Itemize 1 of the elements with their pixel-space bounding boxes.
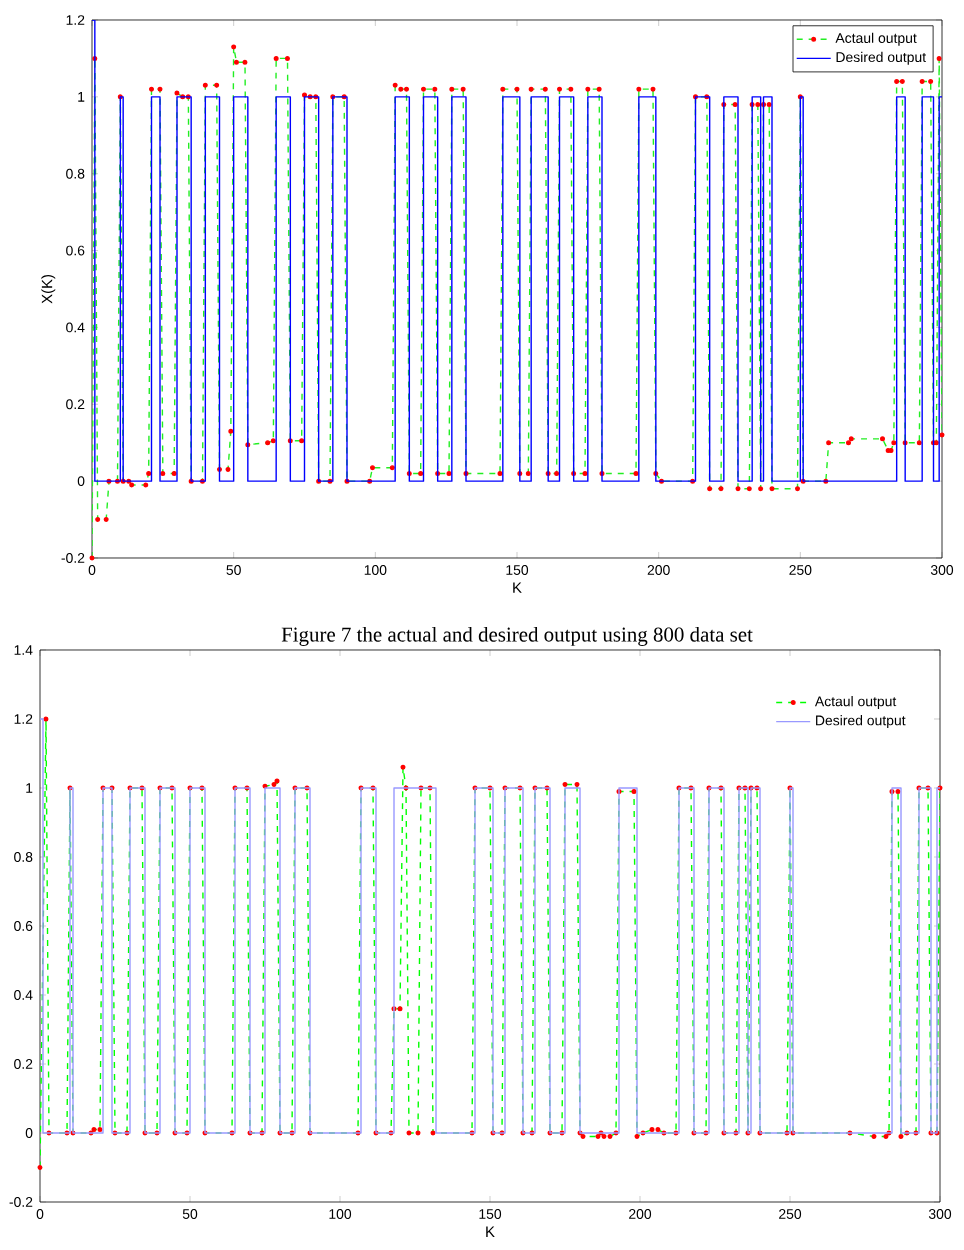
- caption: Figure 7 the actual and desired output using 800 data set: [281, 626, 753, 646]
